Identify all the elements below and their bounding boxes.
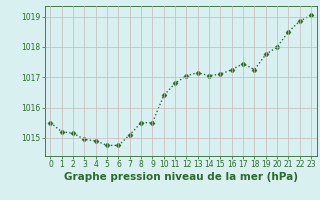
X-axis label: Graphe pression niveau de la mer (hPa): Graphe pression niveau de la mer (hPa) [64,172,298,182]
